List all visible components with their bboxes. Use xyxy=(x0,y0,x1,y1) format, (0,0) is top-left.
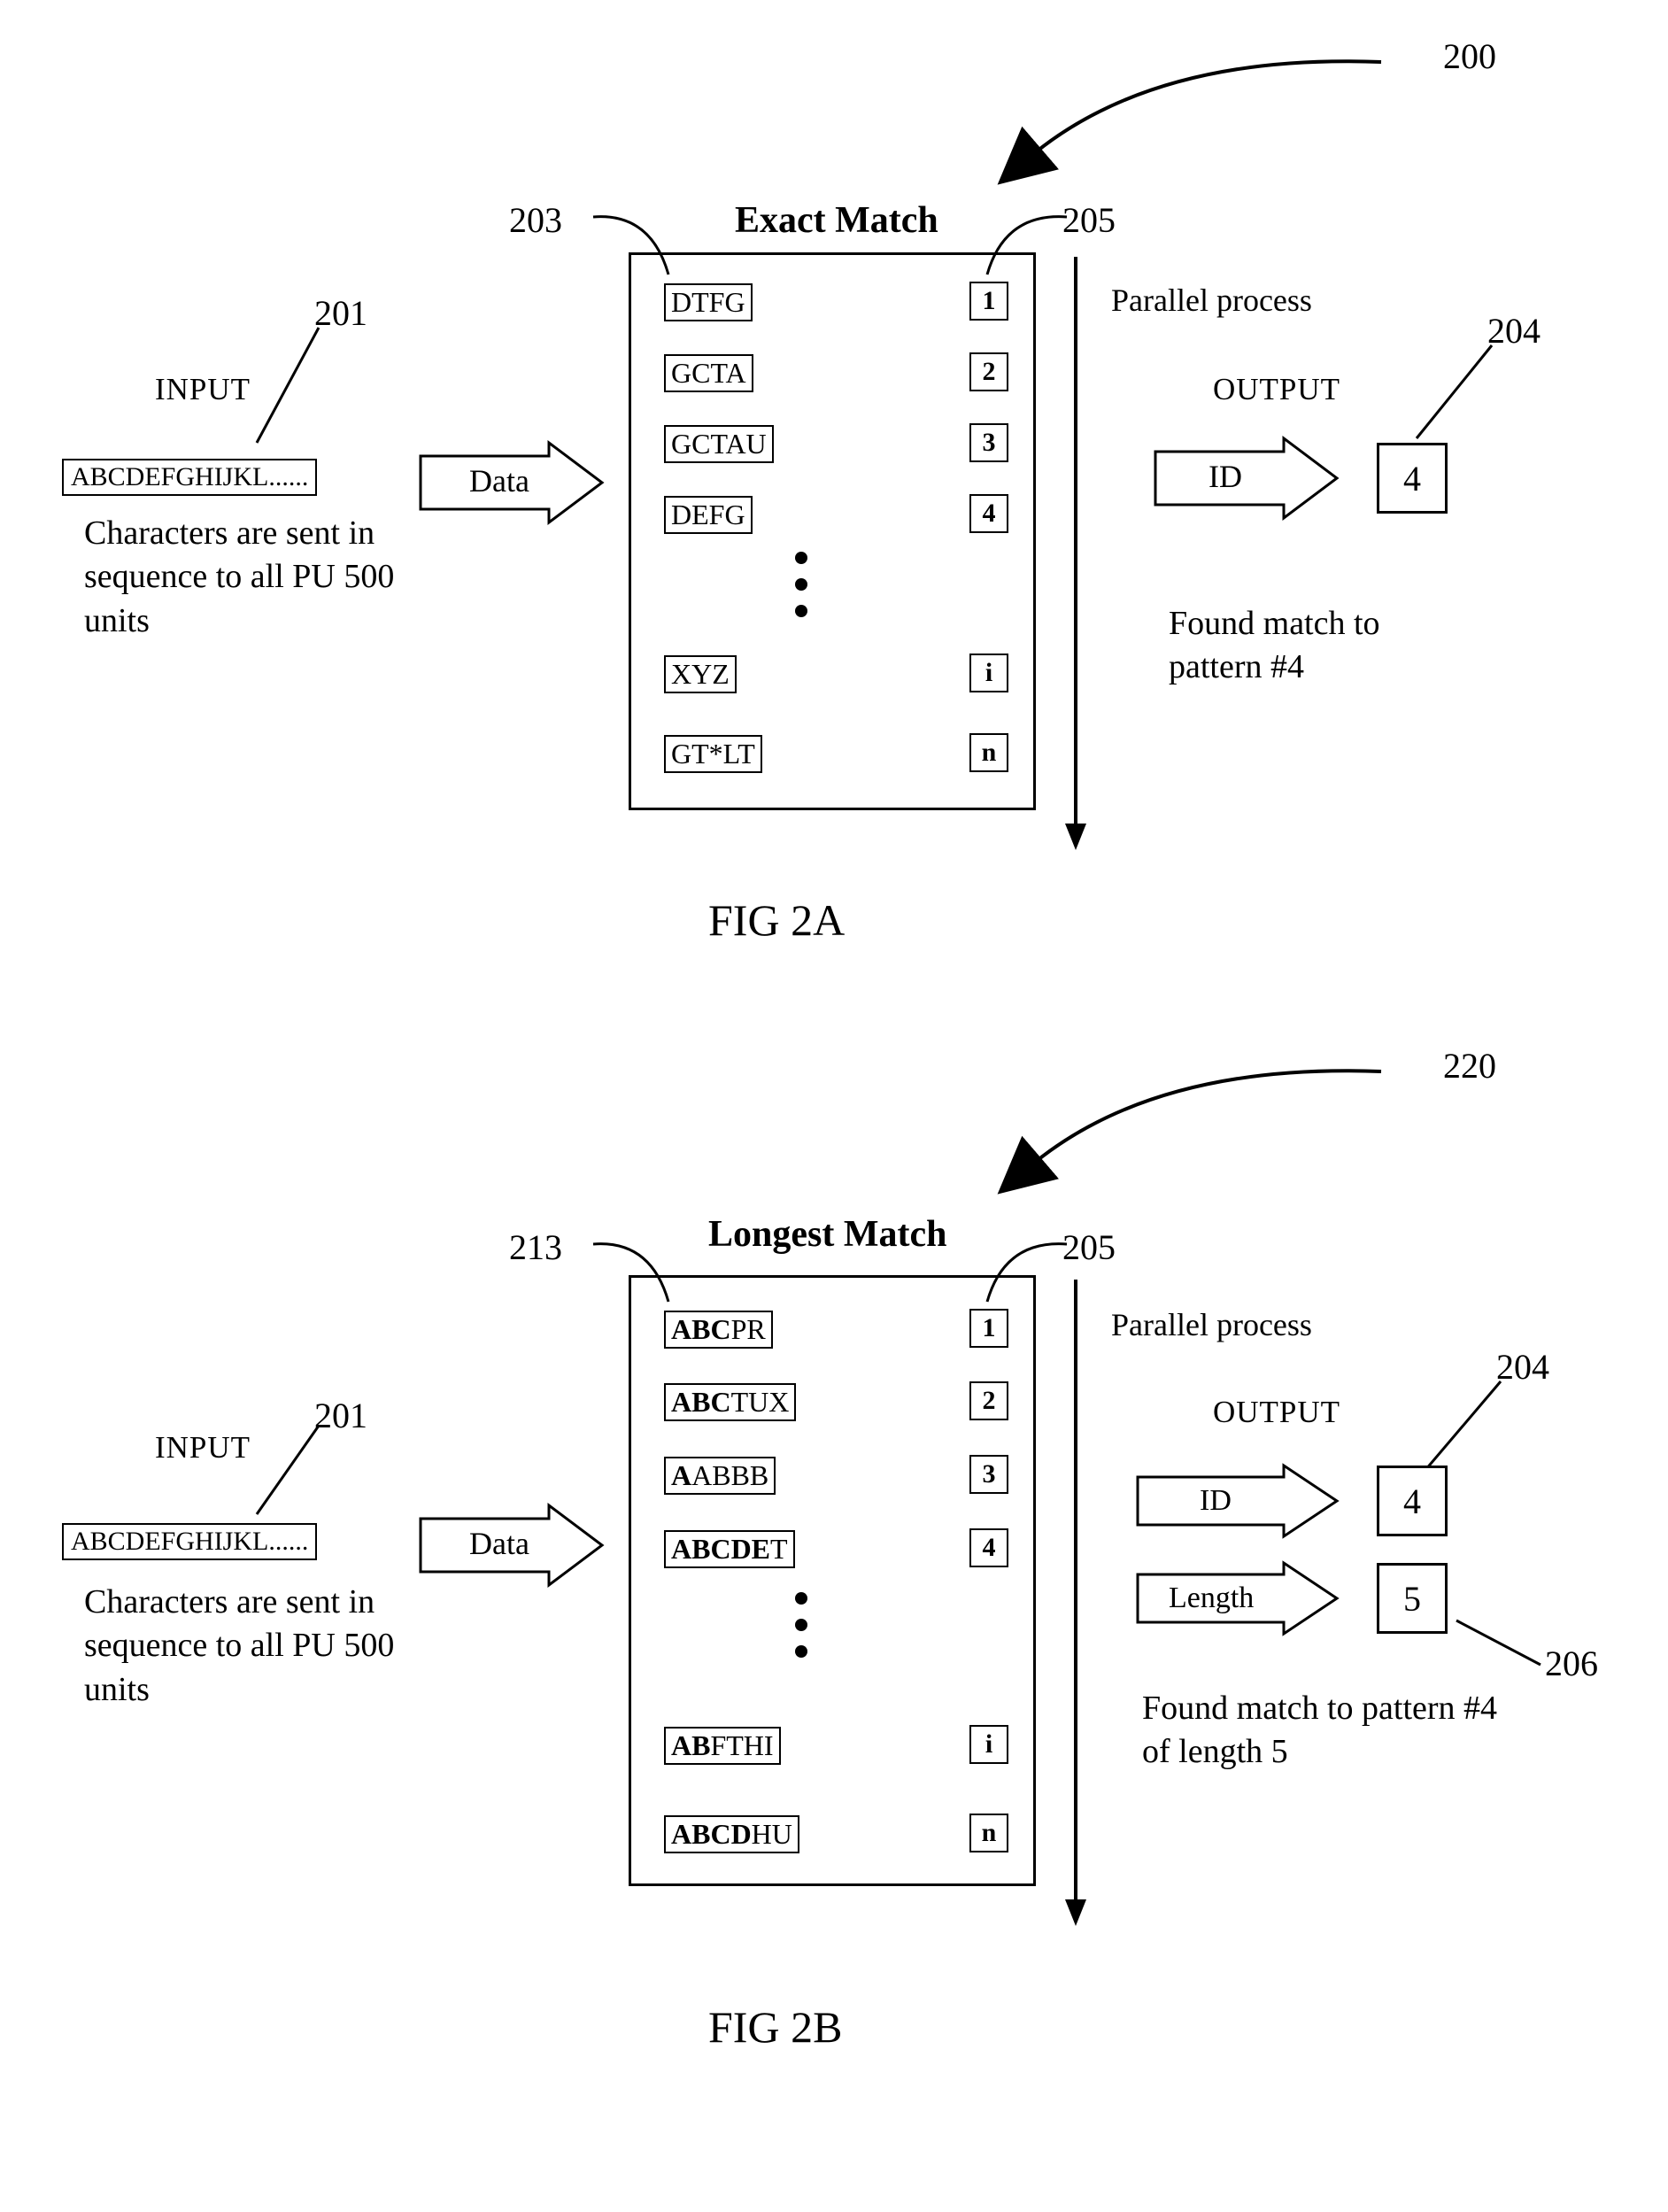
ref-206: 206 xyxy=(1545,1643,1598,1684)
input-label-2b: INPUT xyxy=(155,1430,251,1466)
leader-206 xyxy=(1452,1612,1558,1682)
title-exact-match: Exact Match xyxy=(735,199,938,242)
pattern-box: ABCTUX xyxy=(664,1383,796,1421)
pattern-box: AABBB xyxy=(664,1457,776,1495)
output-length-box: 5 xyxy=(1377,1563,1448,1634)
pattern-box: GCTA xyxy=(664,354,753,392)
parallel-arrow-2a xyxy=(1058,252,1093,855)
ref-213: 213 xyxy=(509,1226,562,1268)
ref-220: 220 xyxy=(1443,1045,1496,1087)
svg-text:Data: Data xyxy=(469,1526,529,1561)
id-arrow-2b: ID xyxy=(1133,1461,1346,1541)
pattern-id: i xyxy=(969,1725,1008,1764)
pattern-id: 2 xyxy=(969,352,1008,391)
output-id-box: 4 xyxy=(1377,1466,1448,1536)
pattern-box: ABFTHI xyxy=(664,1727,781,1765)
ref-201-2b: 201 xyxy=(314,1395,367,1436)
ref-200: 200 xyxy=(1443,35,1496,77)
length-arrow-2b: Length xyxy=(1133,1558,1346,1638)
svg-text:Length: Length xyxy=(1169,1582,1254,1614)
pattern-id: 2 xyxy=(969,1381,1008,1420)
pattern-id: 1 xyxy=(969,1309,1008,1348)
input-desc-2a: Characters are sent in sequence to all P… xyxy=(84,512,438,643)
ellipsis-dots-2b xyxy=(775,1585,828,1665)
leader-204-2a xyxy=(1408,336,1514,452)
ref-203: 203 xyxy=(509,199,562,241)
output-value: 4 xyxy=(1403,458,1421,499)
fig-2b-caption: FIG 2B xyxy=(708,2001,842,2053)
pattern-box: GT*LT xyxy=(664,735,762,773)
pattern-box: DTFG xyxy=(664,283,753,321)
output-label-2b: OUTPUT xyxy=(1213,1395,1340,1430)
output-length: 5 xyxy=(1403,1578,1421,1620)
parallel-arrow-2b xyxy=(1058,1275,1093,1930)
svg-text:Data: Data xyxy=(469,463,529,499)
arrow-220 xyxy=(974,1054,1417,1213)
found-text-2a: Found match to pattern #4 xyxy=(1169,602,1479,690)
arrow-200 xyxy=(974,44,1417,204)
input-text: ABCDEFGHIJKL...... xyxy=(71,462,308,491)
pattern-id-text: 3 xyxy=(983,428,996,458)
pattern-id-text: 1 xyxy=(983,286,996,316)
pattern-id: 3 xyxy=(969,1455,1008,1494)
pattern-id: 4 xyxy=(969,1528,1008,1567)
parallel-process-label: Parallel process xyxy=(1111,282,1312,319)
input-label: INPUT xyxy=(155,372,251,407)
ref-204-2a: 204 xyxy=(1487,310,1541,352)
pattern-id: i xyxy=(969,654,1008,692)
pattern-id: 1 xyxy=(969,282,1008,321)
ref-204-2b: 204 xyxy=(1496,1346,1549,1388)
processor-box-2b xyxy=(629,1275,1036,1886)
pattern-box: XYZ xyxy=(664,655,737,693)
found-text-2b: Found match to pattern #4 of length 5 xyxy=(1142,1687,1514,1775)
input-text-2b: ABCDEFGHIJKL...... xyxy=(71,1527,308,1556)
pattern-id-text: 4 xyxy=(983,499,996,529)
fig-2a-caption: FIG 2A xyxy=(708,894,845,946)
pattern-id-text: i xyxy=(985,658,992,688)
ref-205: 205 xyxy=(1062,199,1116,241)
svg-text:ID: ID xyxy=(1209,459,1242,494)
data-arrow-2a: Data xyxy=(416,438,611,527)
ref-205-2b: 205 xyxy=(1062,1226,1116,1268)
pattern-box: ABCDHU xyxy=(664,1815,799,1853)
id-arrow-2a: ID xyxy=(1151,434,1346,522)
ref-201-2a: 201 xyxy=(314,292,367,334)
pattern-box: GCTAU xyxy=(664,425,774,463)
parallel-process-label-2b: Parallel process xyxy=(1111,1306,1312,1343)
leader-203 xyxy=(549,204,682,283)
output-box-2a: 4 xyxy=(1377,443,1448,514)
output-label: OUTPUT xyxy=(1213,372,1340,407)
pattern-box: ABCPR xyxy=(664,1311,773,1349)
leader-204-2b xyxy=(1417,1373,1523,1479)
title-longest-match: Longest Match xyxy=(708,1213,946,1256)
data-arrow-2b: Data xyxy=(416,1501,611,1589)
pattern-id-text: 2 xyxy=(983,357,996,387)
leader-213 xyxy=(549,1231,682,1311)
pattern-box: DEFG xyxy=(664,496,753,534)
leader-201-2a xyxy=(248,319,336,452)
svg-text:ID: ID xyxy=(1200,1484,1232,1517)
ellipsis-dots xyxy=(775,545,828,624)
pattern-id: 3 xyxy=(969,423,1008,462)
pattern-id: 4 xyxy=(969,494,1008,533)
pattern-id-text: n xyxy=(982,738,997,768)
pattern-id: n xyxy=(969,1814,1008,1852)
input-box-2a: ABCDEFGHIJKL...... xyxy=(62,459,317,496)
pattern-box: ABCDET xyxy=(664,1530,795,1568)
input-box-2b: ABCDEFGHIJKL...... xyxy=(62,1523,317,1560)
output-id: 4 xyxy=(1403,1481,1421,1522)
pattern-id: n xyxy=(969,733,1008,772)
input-desc-2b: Characters are sent in sequence to all P… xyxy=(84,1581,438,1712)
